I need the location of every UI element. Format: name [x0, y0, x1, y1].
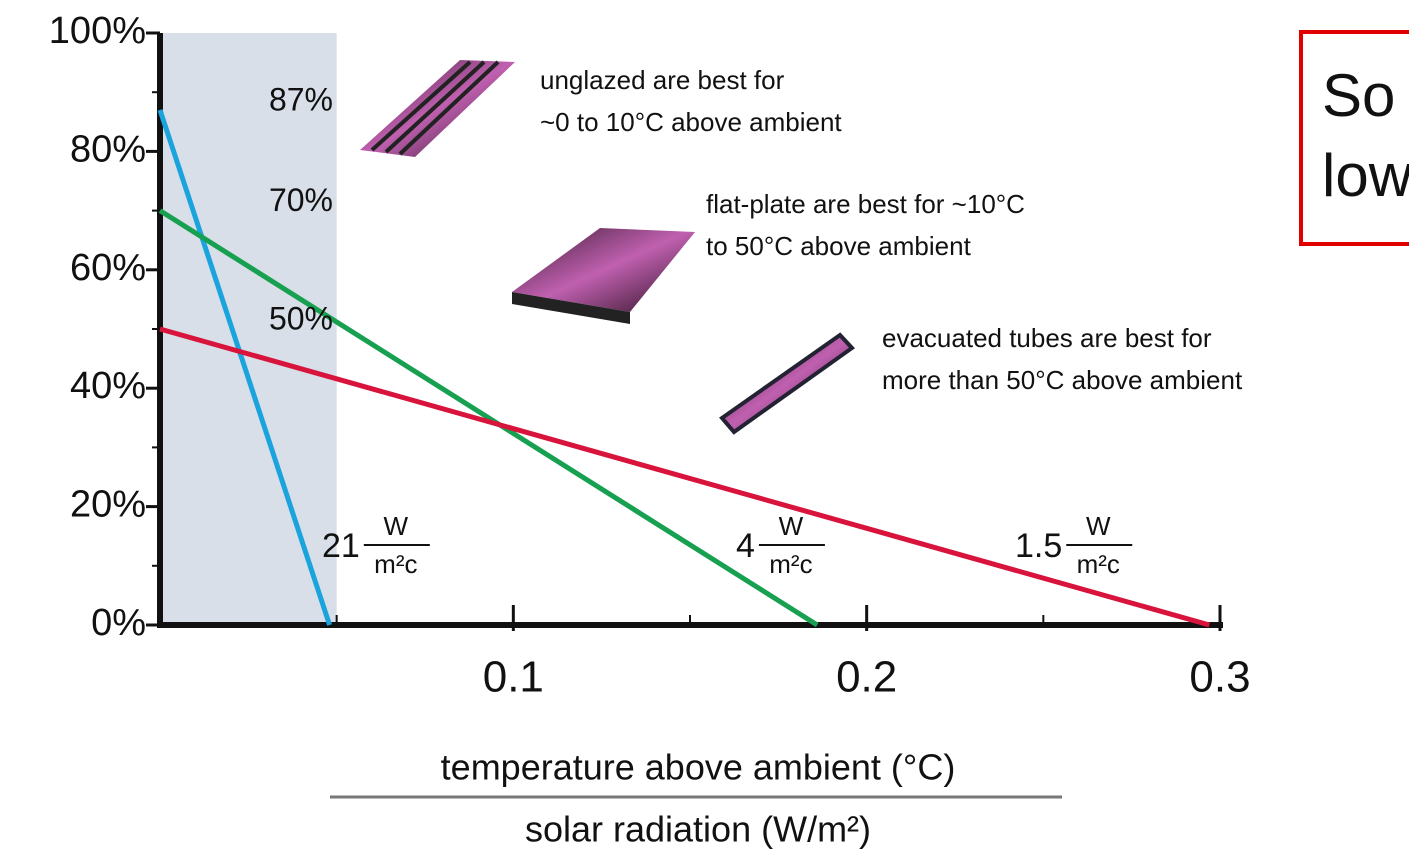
- x-axis-label: temperature above ambient (°C): [441, 747, 956, 788]
- x-tick-label: 0.1: [483, 653, 544, 702]
- callout-text: low: [1322, 142, 1409, 209]
- slope-number: 4: [736, 527, 755, 565]
- annotation: evacuated tubes are best for: [882, 323, 1212, 353]
- slope-unit-top: W: [1086, 511, 1111, 541]
- slope-number: 21: [322, 527, 360, 565]
- y-tick-label: 60%: [70, 247, 146, 289]
- y-tick-label: 0%: [91, 602, 146, 644]
- slope-unit-top: W: [384, 511, 409, 541]
- annotation: unglazed are best for: [540, 65, 785, 95]
- y-tick-label: 80%: [70, 128, 146, 170]
- flat-plate-icon: [512, 228, 695, 324]
- slope-unit-bottom: m²c: [769, 549, 812, 579]
- slope-number: 1.5: [1015, 527, 1062, 565]
- slope-unit-top: W: [779, 511, 804, 541]
- y-tick-label: 40%: [70, 365, 146, 407]
- chart: 0% 20% 40% 60% 80% 100% 0.1 0.2 0.3 temperature a…: [0, 0, 1409, 861]
- x-axis-label: solar radiation (W/m²): [525, 809, 871, 850]
- x-tick-label: 0.2: [836, 653, 897, 702]
- annotation: to 50°C above ambient: [706, 231, 972, 261]
- annotation: more than 50°C above ambient: [882, 365, 1243, 395]
- y-tick-label: 20%: [70, 484, 146, 526]
- intercept-label: 70%: [269, 182, 333, 218]
- slope-unit-bottom: m²c: [1077, 549, 1120, 579]
- annotation: flat-plate are best for ~10°C: [706, 189, 1025, 219]
- intercept-label: 87%: [269, 81, 333, 117]
- intercept-label: 50%: [269, 300, 333, 336]
- callout-text: So: [1322, 62, 1395, 129]
- evacuated-tube-icon: [722, 335, 852, 432]
- y-tick-label: 100%: [49, 10, 146, 52]
- x-tick-label: 0.3: [1189, 653, 1250, 702]
- slope-unit-bottom: m²c: [374, 549, 417, 579]
- unglazed-icon: [360, 60, 515, 157]
- annotation: ~0 to 10°C above ambient: [540, 107, 842, 137]
